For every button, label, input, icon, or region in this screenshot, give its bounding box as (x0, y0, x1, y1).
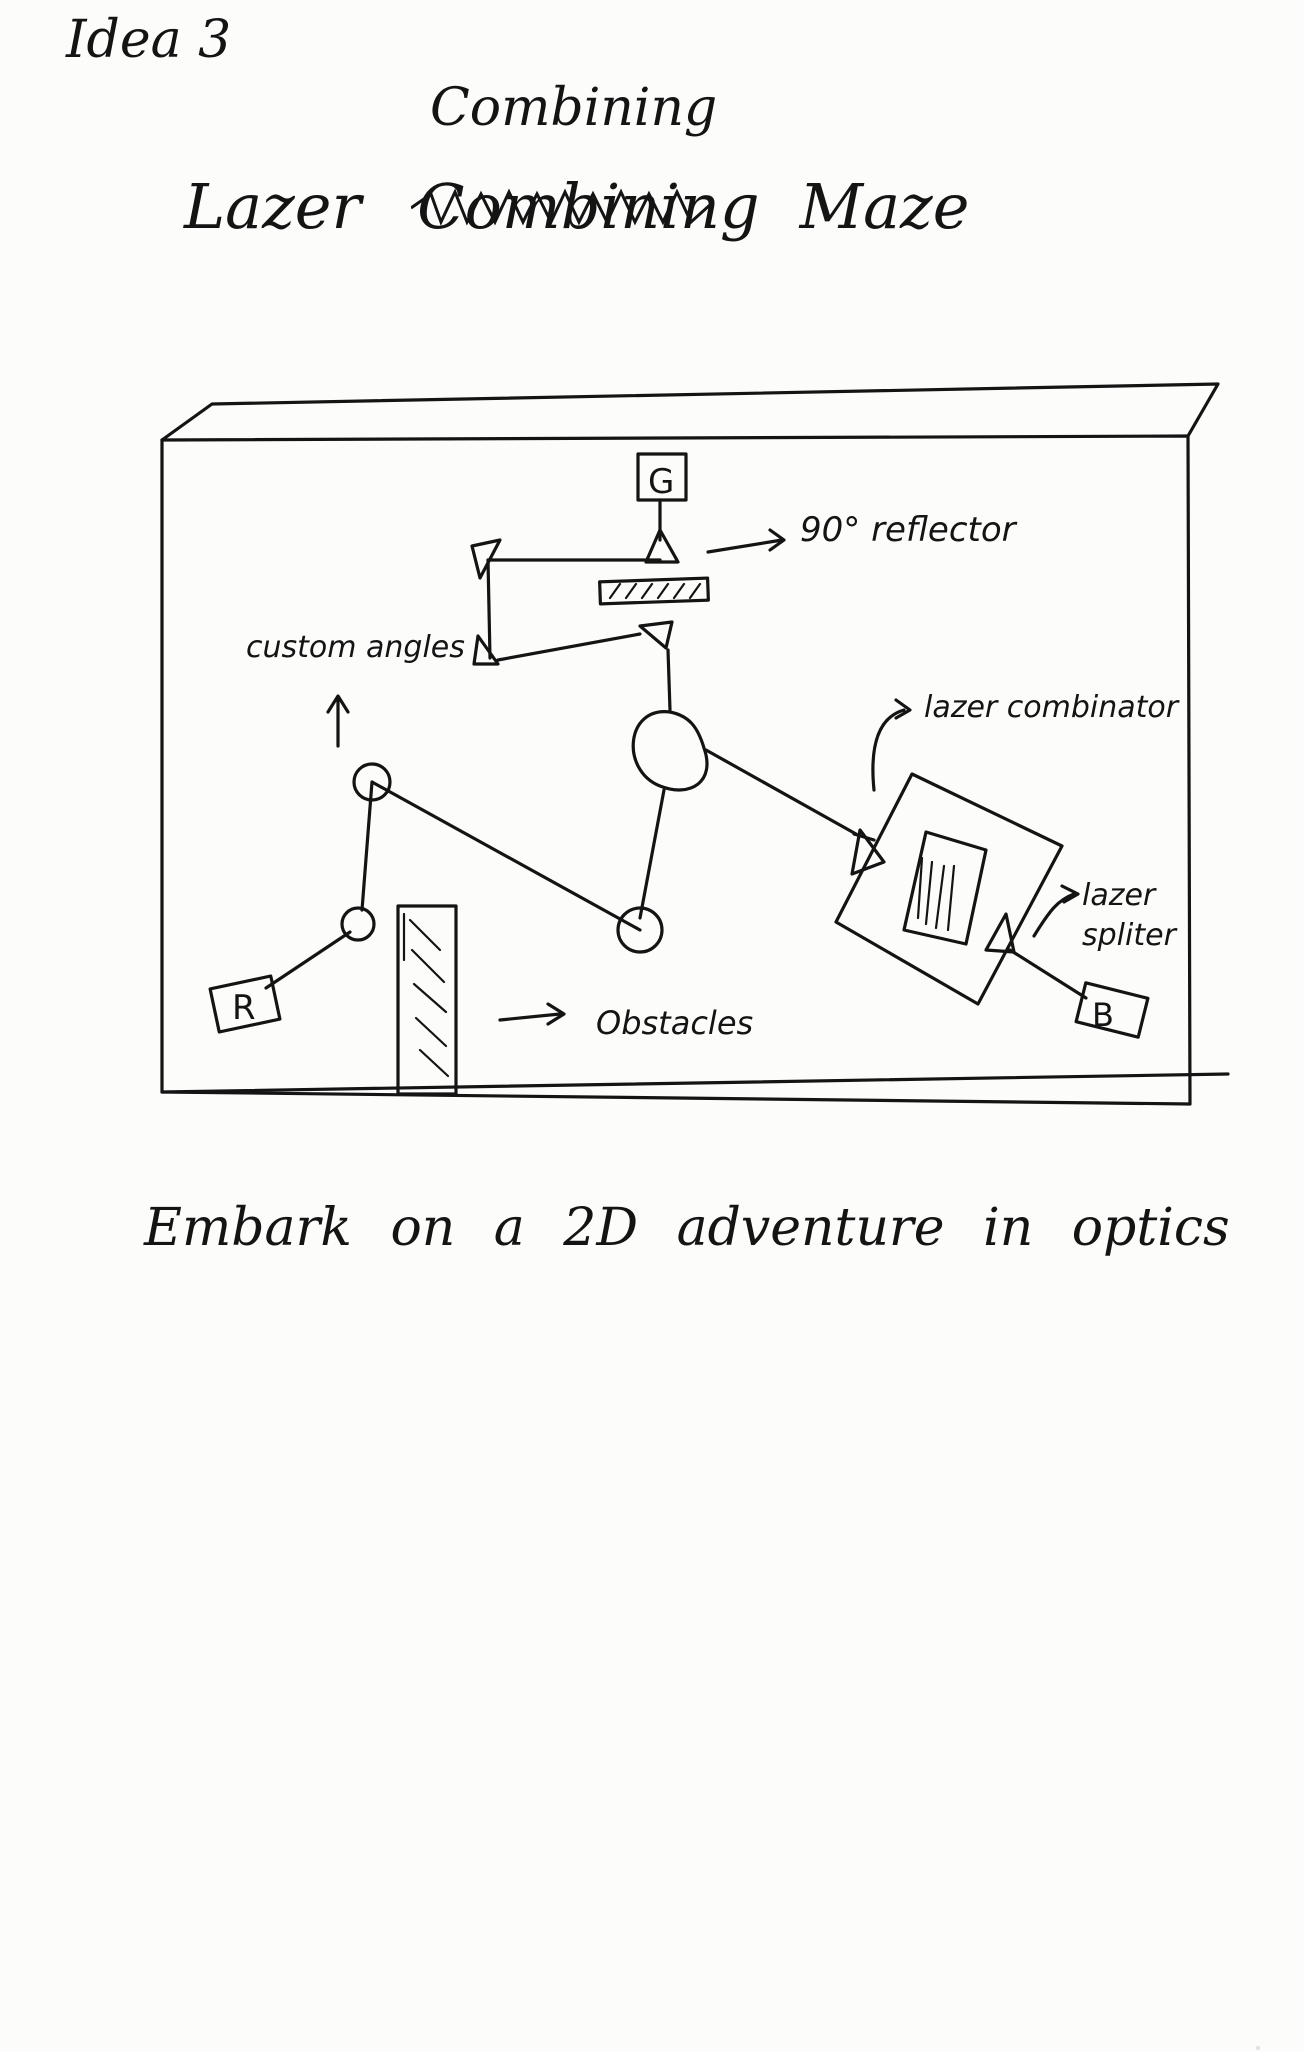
custom-angle-arrow-icon (326, 694, 350, 748)
reflector-bottom-right (638, 620, 674, 650)
reflector-bottom-left (472, 634, 500, 666)
board-top-face (160, 382, 1220, 442)
combinator-core-hatching (916, 856, 956, 932)
paper-speck (1256, 2046, 1260, 2050)
plate-hatching (608, 582, 702, 600)
tagline: Embark on a 2D adventure in optics (144, 1198, 1230, 1258)
mirror-circle-b (340, 906, 376, 942)
target-blue-label: B (1092, 996, 1114, 1034)
mirror-circle-c (616, 906, 664, 954)
reflector-top-right (644, 528, 680, 564)
target-green-label: G (648, 462, 675, 502)
combinator-input-prism (850, 828, 886, 876)
reflector-annotation: 90° reflector (800, 510, 1016, 550)
splitter-hook-arrow-icon (1032, 884, 1080, 938)
target-red-label: R (232, 988, 256, 1028)
title-word-maze: Maze (799, 170, 970, 243)
laser-to-blue (1008, 948, 1088, 1000)
laser-top-loop (486, 558, 672, 712)
board-bottom-edge (160, 1072, 1230, 1094)
mirror-big-circle (631, 710, 709, 792)
idea-heading: Idea 3 (66, 10, 232, 70)
combinator-core (902, 830, 988, 946)
obstacle-hatching (402, 912, 450, 1078)
obstacles-annotation: Obstacles (596, 1004, 754, 1042)
laser-to-combinator (852, 832, 876, 842)
board-outline (160, 434, 1192, 1106)
laser-zigzag (264, 780, 642, 990)
obstacle-block (396, 904, 458, 1096)
splitter-prism (984, 912, 1016, 954)
combinator-hook-arrow-icon (871, 698, 912, 792)
target-blue-box (1074, 981, 1150, 1039)
hatched-plate (598, 576, 710, 606)
target-red-box (208, 974, 282, 1034)
splitter-annotation-line-2: spliter (1082, 918, 1176, 953)
target-green-box (636, 452, 688, 502)
title-inserted-word: Combining (430, 78, 718, 138)
custom-angles-annotation: custom angles (246, 630, 465, 665)
laser-mid (638, 748, 858, 920)
reflector-arrow-icon (706, 528, 786, 554)
title-word-lazer: Lazer (184, 170, 362, 243)
combinator-board (834, 772, 1064, 1006)
splitter-annotation-line-1: lazer (1082, 878, 1156, 913)
obstacle-arrow-icon (498, 1002, 566, 1026)
combinator-annotation: lazer combinator (924, 690, 1179, 725)
